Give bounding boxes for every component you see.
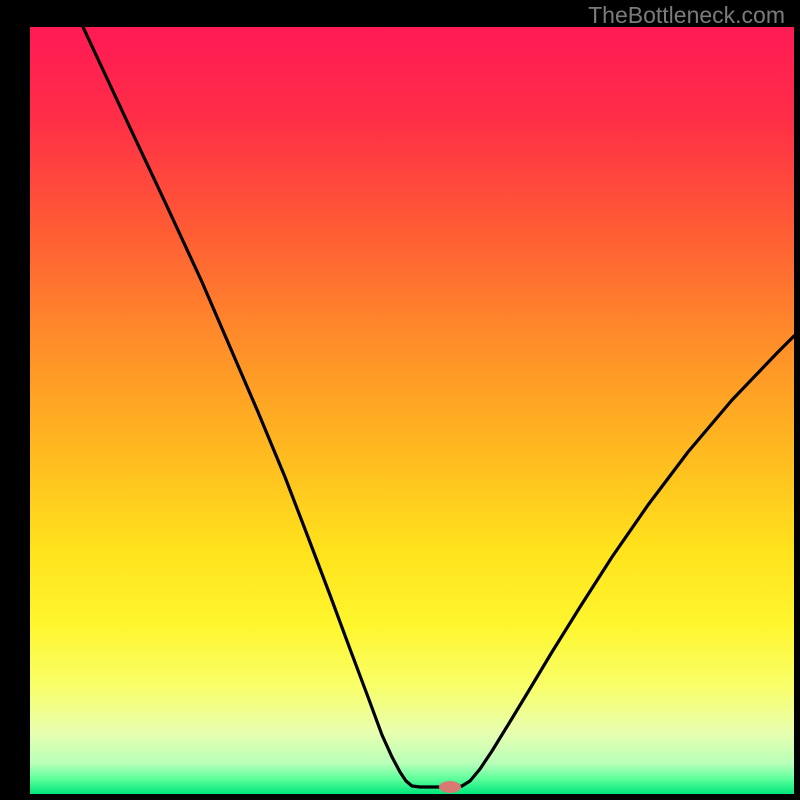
border-bottom <box>0 794 800 800</box>
chart-frame: TheBottleneck.com <box>0 0 800 800</box>
border-right <box>794 0 800 800</box>
watermark-text: TheBottleneck.com <box>588 2 785 29</box>
bottleneck-curve <box>30 27 794 794</box>
minimum-marker-icon <box>439 781 461 793</box>
border-left <box>0 0 30 800</box>
curve-path <box>83 27 794 787</box>
plot-area <box>30 27 794 794</box>
